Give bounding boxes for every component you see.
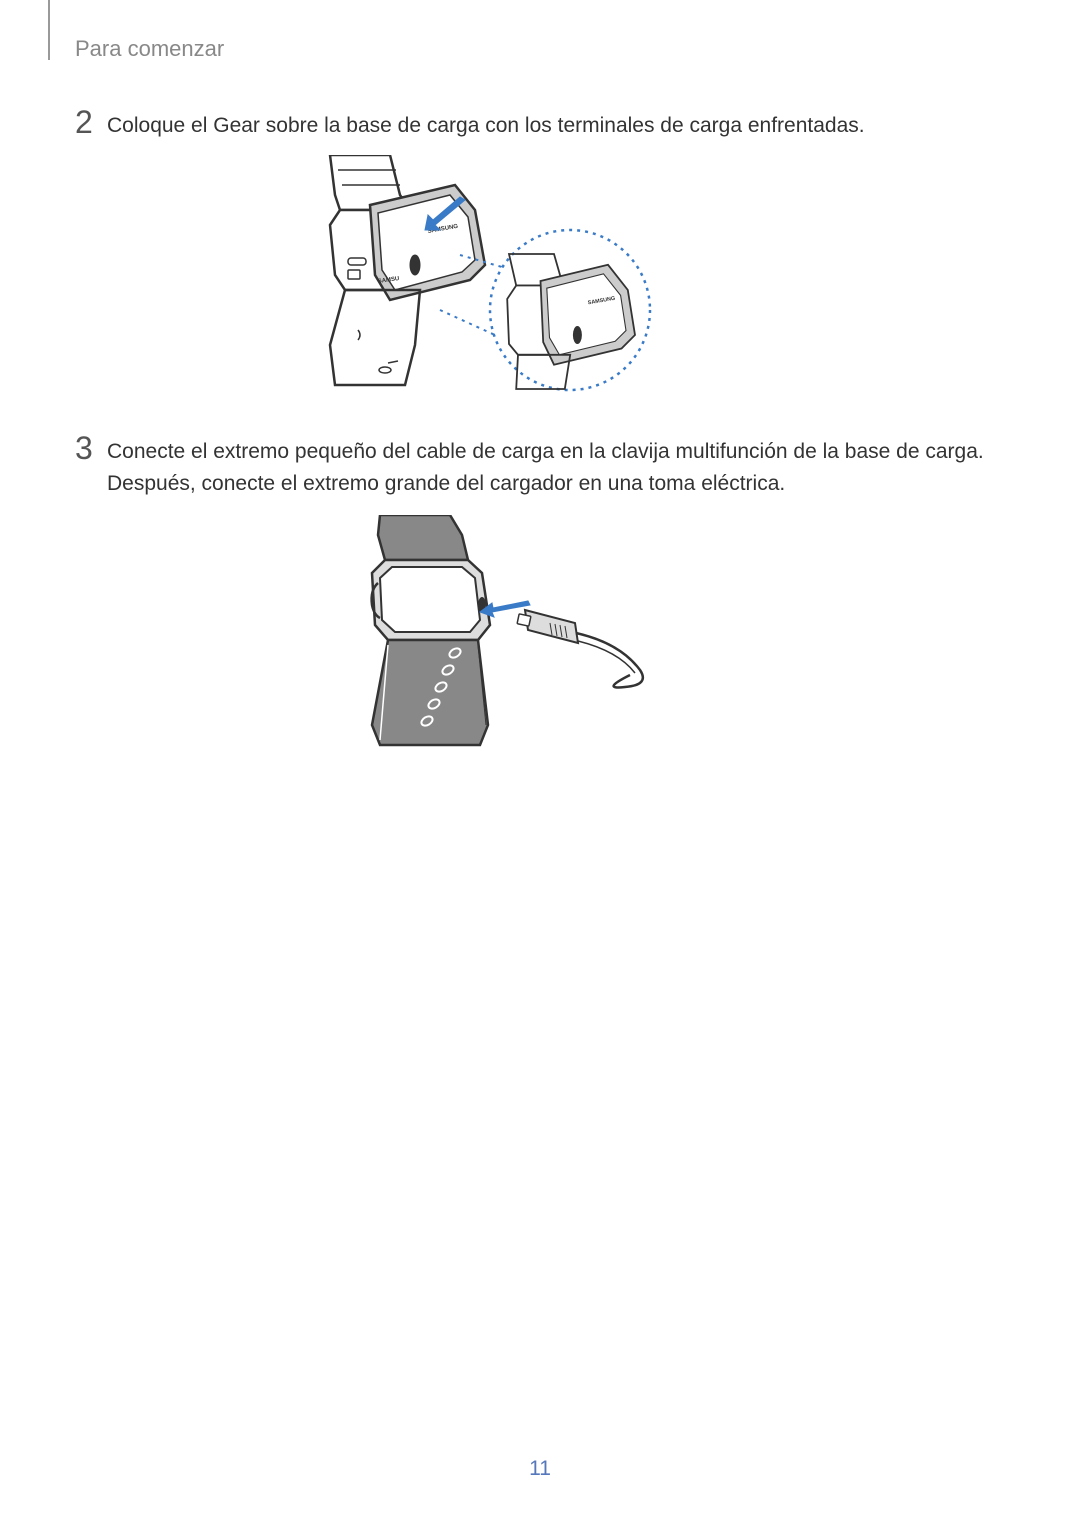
- step-text-3: Conecte el extremo pequeño del cable de …: [107, 436, 1005, 499]
- step-number-2: 2: [75, 104, 93, 141]
- section-title: Para comenzar: [75, 36, 224, 62]
- figure-gear-on-dock: SAMSUNG SAMSU SAMSUNG: [300, 155, 660, 405]
- figure-charger-cable: [330, 515, 690, 755]
- page-number: 11: [0, 1457, 1080, 1481]
- step-text-2: Coloque el Gear sobre la base de carga c…: [107, 110, 1005, 142]
- step-number-3: 3: [75, 430, 93, 467]
- usb-connector: [517, 610, 643, 688]
- step-3: 3 Conecte el extremo pequeño del cable d…: [75, 436, 1005, 499]
- step-2: 2 Coloque el Gear sobre la base de carga…: [75, 110, 1005, 142]
- header-rule: [48, 0, 50, 60]
